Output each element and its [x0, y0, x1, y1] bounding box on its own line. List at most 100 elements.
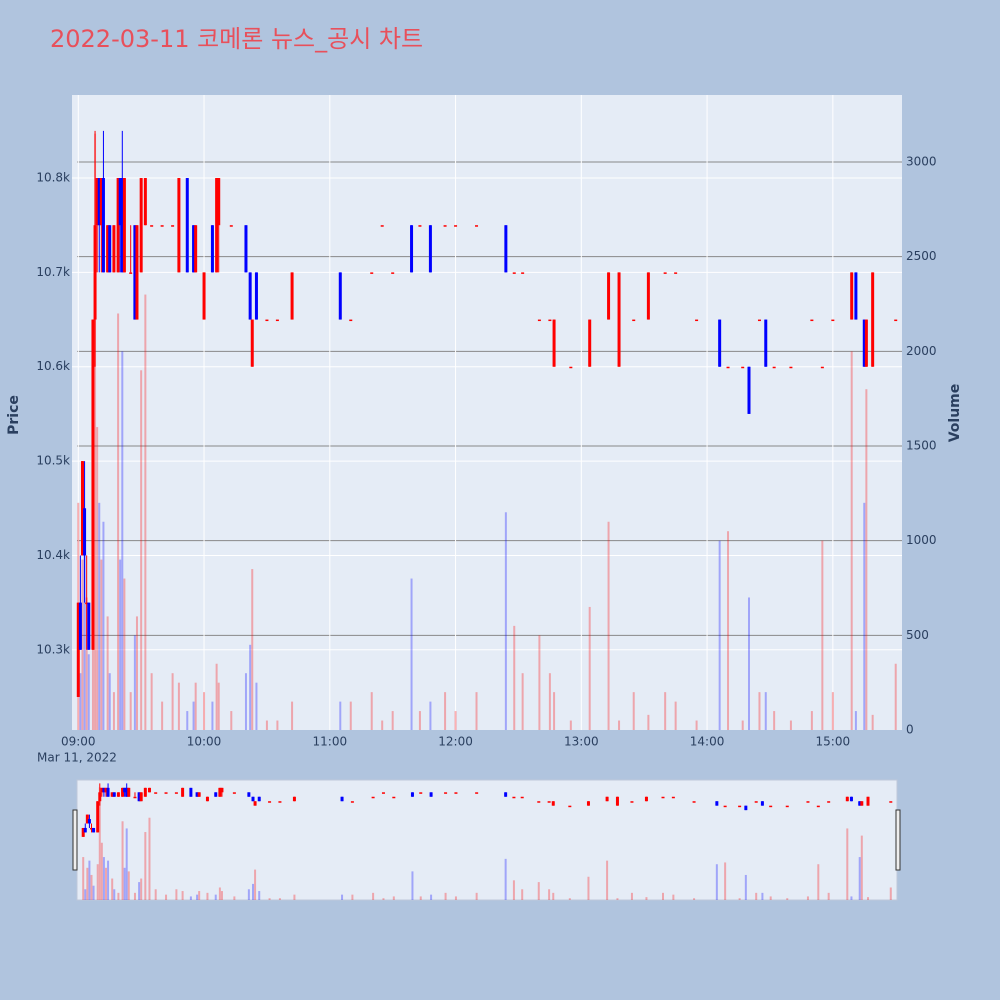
candle-body — [537, 319, 541, 322]
volume-bar — [370, 692, 373, 730]
volume-bar — [106, 616, 109, 730]
slider-candle-body — [116, 792, 120, 797]
slider-candle-body — [139, 792, 143, 802]
candle-body — [410, 225, 414, 273]
slider-candle-body — [845, 796, 849, 802]
volume-bar — [741, 720, 744, 730]
slider-volume-bar — [127, 871, 130, 900]
candle-body — [854, 272, 858, 320]
slider-volume-bar — [90, 874, 93, 900]
volume-bar — [789, 720, 792, 730]
volume-bar — [112, 692, 115, 730]
slider-candle-body — [504, 792, 508, 797]
y-tick-label: 10.4k — [36, 548, 70, 562]
volume-bar — [251, 569, 254, 730]
slider-volume-bar — [738, 898, 741, 900]
candle-body — [95, 178, 99, 226]
slider-candle-body — [410, 792, 414, 797]
candle-body — [504, 225, 508, 273]
volume-bar — [203, 692, 206, 730]
chart-title: 2022-03-11 코메론 뉴스_공시 차트 — [50, 25, 423, 53]
volume-bar — [863, 502, 866, 730]
y-tick-label: 10.7k — [36, 265, 70, 279]
y2-tick-label: 500 — [906, 628, 929, 642]
slider-candle-body — [350, 801, 354, 803]
slider-candle-body — [292, 796, 296, 802]
y2-tick-label: 0 — [906, 723, 914, 737]
volume-bar — [186, 711, 189, 730]
candle-body — [250, 319, 254, 367]
volume-bar — [618, 720, 621, 730]
volume-bar — [429, 701, 432, 730]
slider-volume-bar — [889, 887, 892, 900]
slider-volume-bar — [587, 876, 590, 900]
slider-volume-bar — [98, 787, 101, 900]
slider-candle-body — [475, 792, 479, 794]
candle-body — [588, 319, 592, 367]
candle-body — [78, 602, 82, 650]
slider-volume-bar — [475, 892, 478, 900]
y2-tick-label: 3000 — [906, 155, 937, 169]
slider-volume-bar — [86, 867, 89, 900]
volume-bar — [215, 663, 218, 730]
slider-candle-body — [125, 787, 129, 797]
slider-volume-bar — [206, 892, 209, 900]
candle-body — [202, 272, 206, 320]
candle-body — [757, 319, 761, 322]
volume-bar — [244, 673, 247, 730]
volume-bar — [410, 578, 413, 730]
slider-handle[interactable] — [895, 809, 901, 871]
candle-body — [552, 319, 556, 367]
slider-volume-bar — [382, 898, 385, 900]
candle-body — [349, 319, 353, 322]
slider-volume-bar — [125, 828, 128, 900]
slider-handle[interactable] — [72, 809, 78, 871]
slider-candle-body — [586, 801, 590, 806]
volume-bar — [647, 714, 650, 730]
slider-candle-body — [520, 796, 524, 799]
slider-volume-bar — [372, 892, 375, 900]
x-tick-label: 12:00 — [438, 735, 473, 749]
candle-body — [418, 225, 422, 227]
candle-body — [135, 225, 139, 320]
slider-volume-bar — [662, 892, 665, 900]
candle-body — [215, 178, 219, 273]
volume-bar — [135, 616, 138, 730]
volume-bar — [850, 351, 853, 730]
slider-volume-bar — [104, 867, 107, 900]
volume-bar — [100, 559, 103, 730]
slider-volume-bar — [140, 878, 143, 900]
y2-tick-label: 2000 — [906, 344, 937, 358]
slider-volume-bar — [454, 896, 457, 900]
volume-bar — [504, 512, 507, 730]
volume-bar — [87, 654, 90, 730]
slider-candle-body — [121, 787, 125, 797]
candle-body — [112, 225, 116, 273]
slider-volume-bar — [133, 892, 136, 900]
candle-body — [674, 272, 678, 274]
slider-volume-bar — [214, 894, 217, 900]
slider-volume-bar — [744, 874, 747, 900]
volume-bar — [695, 720, 698, 730]
slider-candle-body — [81, 827, 85, 837]
slider-candle-body — [181, 787, 185, 797]
slider-volume-bar — [521, 889, 524, 900]
slider-candle-body — [816, 805, 820, 808]
volume-bar — [177, 682, 180, 730]
slider-candle-body — [98, 792, 102, 802]
candle-body — [569, 366, 573, 369]
slider-volume-bar — [392, 896, 395, 900]
candle-body — [171, 225, 175, 227]
candle-body — [718, 319, 722, 367]
volume-bar — [718, 540, 721, 730]
slider-candle-body — [692, 801, 696, 803]
slider-volume-bar — [175, 889, 178, 900]
slider-candle-body — [197, 792, 201, 797]
volume-bar — [144, 294, 147, 730]
slider-candle-body — [278, 801, 282, 803]
candle-body — [695, 319, 699, 322]
range-slider[interactable] — [76, 779, 898, 901]
slider-candle-body — [419, 792, 423, 794]
volume-bar — [117, 313, 120, 730]
